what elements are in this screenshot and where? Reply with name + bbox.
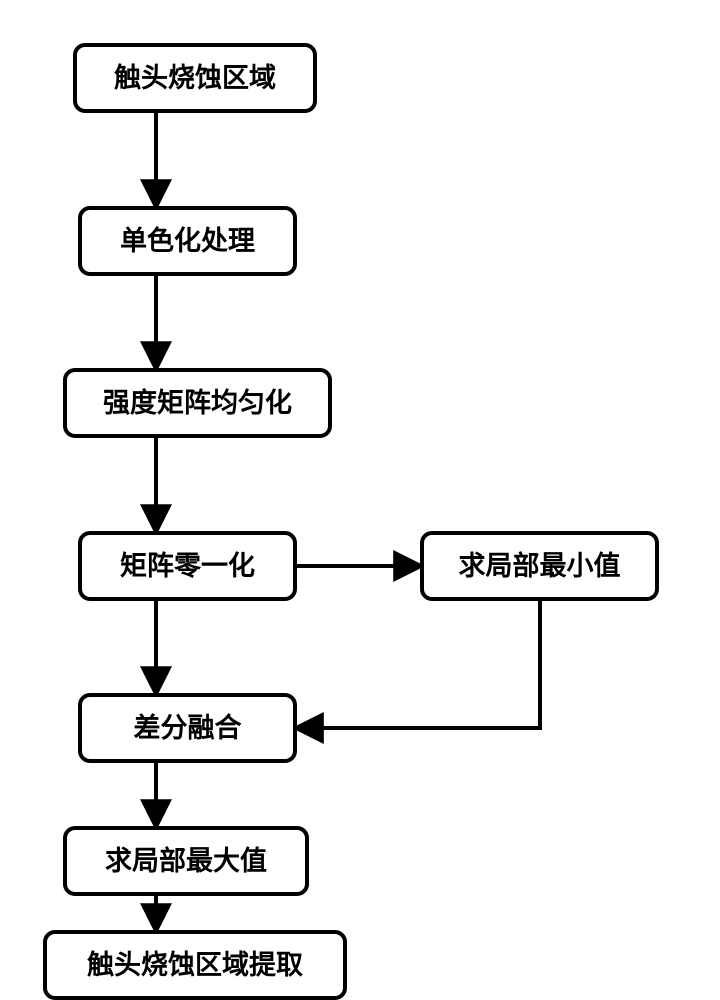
- edge-n5-n6: [295, 599, 540, 728]
- node-n1: 触头烧蚀区域: [75, 45, 315, 111]
- node-n2: 单色化处理: [80, 208, 295, 274]
- node-label: 触头烧蚀区域: [114, 63, 276, 93]
- node-n4: 矩阵零一化: [80, 533, 295, 599]
- node-n3: 强度矩阵均匀化: [65, 370, 330, 436]
- node-label: 单色化处理: [120, 225, 255, 256]
- node-label: 差分融合: [134, 712, 242, 743]
- node-label: 强度矩阵均匀化: [103, 387, 292, 418]
- node-label: 求局部最小值: [459, 550, 621, 581]
- node-label: 触头烧蚀区域提取: [87, 950, 303, 980]
- node-n5: 求局部最小值: [422, 533, 657, 599]
- node-label: 矩阵零一化: [120, 551, 255, 581]
- node-n8: 触头烧蚀区域提取: [45, 932, 345, 998]
- node-n6: 差分融合: [80, 695, 295, 761]
- node-n7: 求局部最大值: [65, 828, 307, 894]
- nodes-layer: 触头烧蚀区域单色化处理强度矩阵均匀化矩阵零一化 求局部最小值差分融合求局部最大值触…: [45, 45, 657, 998]
- node-label: 求局部最大值: [105, 845, 267, 876]
